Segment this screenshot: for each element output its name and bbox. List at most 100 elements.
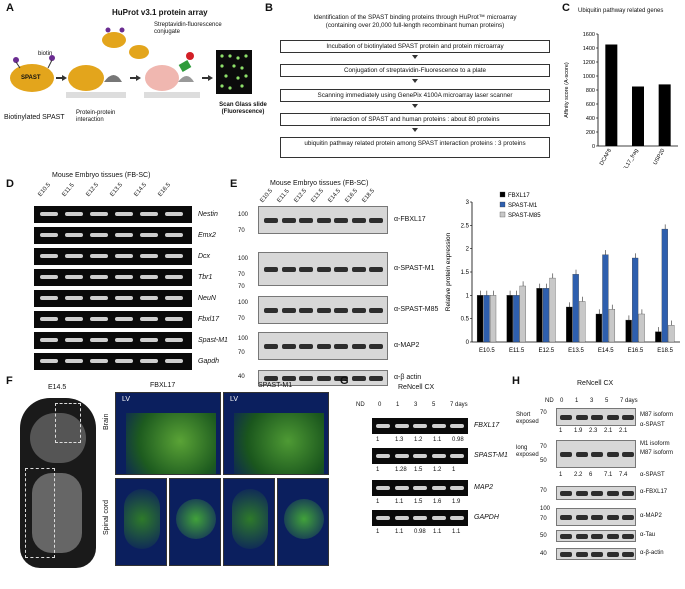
gel-band bbox=[165, 212, 183, 216]
gel-band bbox=[40, 338, 58, 342]
quant-value: 1 bbox=[559, 428, 563, 434]
lv-label-1: LV bbox=[122, 396, 131, 403]
blot-band bbox=[575, 534, 588, 539]
blot-band bbox=[281, 308, 296, 313]
quant-value: 1 bbox=[559, 472, 563, 478]
y-tick-label: 0.5 bbox=[461, 317, 470, 323]
mw-marker: 100 bbox=[238, 300, 249, 306]
gel-strip bbox=[34, 248, 192, 265]
micrograph-sc-spast-low bbox=[223, 478, 275, 566]
gel-band bbox=[450, 516, 464, 520]
blot-band bbox=[281, 267, 296, 272]
scan-label: Scan Glass slide (Fluorescence) bbox=[219, 102, 267, 115]
aspast-label: α-SPAST bbox=[640, 422, 665, 428]
gel-band bbox=[394, 454, 409, 458]
gel-band bbox=[413, 424, 427, 428]
blot-band bbox=[316, 267, 331, 272]
micrograph-brain-fbxl17 bbox=[115, 392, 221, 475]
flow-arrow-1 bbox=[412, 55, 418, 59]
gel-strip bbox=[34, 227, 192, 244]
panel-letter-d: D bbox=[6, 178, 14, 190]
blot-band bbox=[606, 415, 619, 420]
mw-marker: 40 bbox=[238, 374, 245, 380]
quant-value: 7.1 bbox=[604, 472, 613, 478]
gel-band bbox=[40, 233, 58, 237]
antibody-label: α-MAP2 bbox=[394, 342, 420, 349]
quant-value: 1.1 bbox=[395, 529, 404, 535]
gel-band bbox=[165, 359, 183, 363]
day-label: 5 bbox=[605, 398, 609, 404]
day-label: 3 bbox=[414, 402, 418, 408]
mw-marker: 70 bbox=[540, 488, 547, 494]
quant-value: 0.98 bbox=[414, 529, 426, 535]
x-tick-label: E10.5 bbox=[479, 348, 495, 354]
blot-band bbox=[622, 491, 634, 496]
quant-value: 1.5 bbox=[414, 499, 423, 505]
gel-band bbox=[65, 233, 83, 237]
y-tick-label: 1.5 bbox=[461, 270, 470, 276]
bar-fbxl17 bbox=[566, 306, 573, 343]
gel-band bbox=[90, 233, 108, 237]
mw-marker: 100 bbox=[238, 336, 249, 342]
gel-band bbox=[165, 296, 183, 300]
antibody-label: α-β-actin bbox=[640, 550, 664, 556]
blot-band bbox=[369, 376, 383, 381]
bar-fbxl17 bbox=[536, 288, 543, 343]
flow-arrow-2 bbox=[412, 79, 418, 83]
quant-value: 1.5 bbox=[414, 467, 423, 473]
col-label-fbxl17: FBXL17 bbox=[150, 382, 176, 389]
panel-letter-c: C bbox=[562, 2, 570, 14]
m87-isoform-label: M87 isoform bbox=[640, 450, 674, 456]
blot-band bbox=[351, 218, 366, 223]
blot-band bbox=[622, 515, 634, 520]
lv-label-2: LV bbox=[230, 396, 239, 403]
gel-band bbox=[376, 516, 390, 520]
flow-step-3: Scanning immediately using GenePix 4100A… bbox=[280, 89, 550, 102]
legend-swatch bbox=[499, 211, 506, 218]
x-tick-label: E13.5 bbox=[568, 348, 584, 354]
panel-c-title: Ubiquitin pathway related genes bbox=[578, 8, 664, 14]
gel-band bbox=[65, 254, 83, 258]
gel-band bbox=[165, 317, 183, 321]
panel-letter-f: F bbox=[6, 375, 13, 387]
lane-label: E14.5 bbox=[133, 182, 149, 198]
blot-band bbox=[560, 552, 572, 557]
micrograph-sc-fbxl17-low bbox=[115, 478, 167, 566]
gel-band bbox=[90, 296, 108, 300]
y-tick-label: 0 bbox=[466, 340, 470, 346]
aspast-label: α-SPAST bbox=[640, 472, 665, 478]
row-label-brain: Brain bbox=[103, 413, 110, 430]
panel-b-header: Identification of the SPAST binding prot… bbox=[280, 14, 550, 30]
bar-dcaf8 bbox=[605, 44, 618, 146]
micrograph-sc-fbxl17-high bbox=[169, 478, 221, 566]
blot-band bbox=[622, 552, 634, 557]
blot-band bbox=[316, 218, 331, 223]
antibody-label: α-FBXL17 bbox=[640, 489, 668, 495]
blot-band bbox=[575, 452, 588, 457]
quant-value: 1 bbox=[376, 467, 380, 473]
panel-letter-e: E bbox=[230, 178, 238, 190]
lane-label: E10.5 bbox=[259, 188, 275, 204]
blot-band bbox=[316, 344, 331, 349]
bar-spast-m85 bbox=[579, 301, 586, 343]
legend-label: SPAST-M1 bbox=[508, 203, 538, 209]
legend-label: FBXL17 bbox=[508, 193, 530, 199]
gel-band bbox=[140, 254, 158, 258]
lane-label: E11.5 bbox=[276, 188, 291, 204]
x-tick-label: DCAF8 bbox=[599, 148, 613, 167]
blot-band bbox=[334, 376, 348, 381]
mw-marker: 40 bbox=[540, 551, 547, 557]
flow-step-2: Conjugation of streptavidin-Fluorescence… bbox=[280, 64, 550, 77]
gel-band bbox=[140, 275, 158, 279]
gel-band bbox=[165, 254, 183, 258]
gel-band bbox=[40, 317, 58, 321]
y-tick-label: 1200 bbox=[583, 60, 595, 66]
lane-label: E10.5 bbox=[37, 182, 53, 198]
antibody-label: α-Tau bbox=[640, 532, 656, 538]
blot-band bbox=[334, 267, 348, 272]
mw-marker: 70 bbox=[540, 410, 547, 416]
gene-label-emx2: Emx2 bbox=[198, 232, 216, 239]
flow-arrow-3 bbox=[412, 104, 418, 108]
quant-value: 1 bbox=[376, 529, 380, 535]
mw-marker: 70 bbox=[238, 228, 245, 234]
